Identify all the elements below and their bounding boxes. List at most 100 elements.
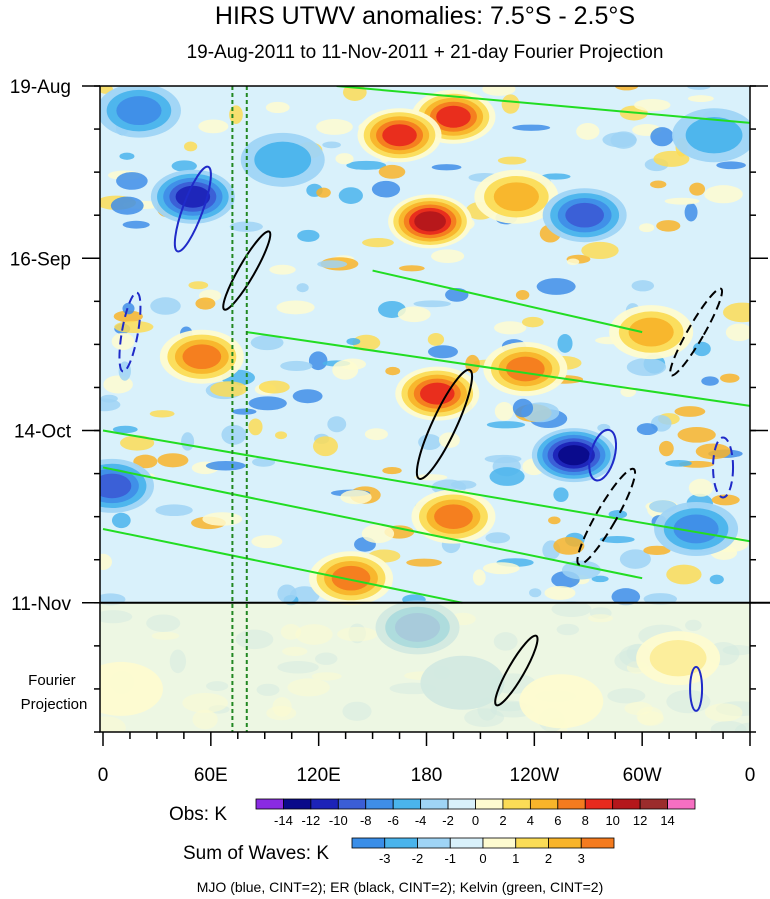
texture-patch [544, 585, 576, 600]
texture-patch [611, 588, 641, 606]
obs-colorbar-level: 12 [633, 813, 647, 828]
texture-patch [361, 524, 395, 544]
obs-colorbar-level: 14 [660, 813, 674, 828]
obs-colorbar-swatch [310, 798, 339, 810]
texture-patch [258, 380, 290, 394]
obs-colorbar-level: 10 [605, 813, 619, 828]
obs-colorbar-swatch [584, 798, 614, 810]
texture-patch [248, 396, 287, 411]
projection-label-line-2: Projection [21, 696, 88, 713]
chart-title: HIRS UTWV anomalies: 7.5°S - 2.5°S [215, 2, 635, 30]
texture-patch [113, 310, 143, 323]
texture-patch [343, 86, 367, 101]
texture-patch [688, 478, 713, 497]
wave-overlays [102, 86, 750, 712]
wave-colorbar-swatch [580, 837, 615, 849]
texture-patch [317, 260, 348, 268]
texture-patch [566, 258, 580, 266]
texture-patch [427, 345, 458, 359]
texture-patch [561, 560, 601, 580]
texture-patch [610, 131, 637, 149]
texture-patch [658, 440, 674, 457]
texture-patch [501, 94, 520, 114]
warm-anomaly [414, 211, 446, 232]
texture-patch [346, 160, 387, 170]
texture-patch [195, 297, 216, 310]
texture-patch [626, 358, 667, 377]
obs-colorbar-swatch [365, 798, 394, 810]
warm-anomaly [436, 105, 471, 128]
texture-patch [553, 537, 585, 555]
warm-anomaly [434, 504, 473, 529]
texture-patch [276, 300, 315, 315]
texture-patch [725, 323, 750, 342]
obs-colorbar: -14 -12 -10 -8 -6 -4 -2 0 2 4 6 8 10 12 14 [255, 798, 696, 828]
wave-colorbar-swatch [384, 837, 418, 849]
wave-colorbar-level: 2 [545, 851, 552, 866]
y-axis: 19-Aug 16-Sep 14-Oct 11-Nov [10, 77, 768, 733]
texture-patch [711, 494, 740, 506]
texture-patch [157, 453, 189, 468]
texture-patch [636, 423, 658, 436]
texture-patch [485, 532, 511, 544]
texture-patch [619, 549, 651, 569]
obs-colorbar-level: 8 [582, 813, 589, 828]
texture-patch [722, 302, 750, 323]
texture-patch [489, 467, 525, 486]
texture-patch [120, 435, 155, 451]
texture-patch [704, 185, 743, 204]
texture-patch [614, 86, 639, 91]
obs-colorbar-swatch [392, 798, 422, 810]
texture-patch [346, 337, 361, 346]
obs-colorbar-level: 0 [472, 813, 479, 828]
x-tick-label: 60E [194, 765, 228, 786]
overlay-legend-note: MJO (blue, CINT=2); ER (black, CINT=2); … [197, 879, 604, 895]
texture-patch [634, 99, 671, 112]
wave-colorbar-level: -3 [379, 851, 391, 866]
plot-area [100, 86, 750, 732]
texture-patch [397, 306, 431, 323]
texture-patch [431, 249, 465, 263]
cool-anomaly [673, 514, 719, 544]
texture-patch [515, 290, 530, 301]
wave-colorbar-swatch [351, 837, 386, 849]
mjo-contour [173, 165, 212, 253]
texture-patch [529, 588, 542, 598]
texture-patch [316, 118, 353, 135]
texture-patch [149, 410, 175, 418]
texture-patch [122, 302, 135, 315]
texture-patch [122, 220, 150, 229]
texture-patch [352, 334, 381, 351]
texture-patch [232, 408, 257, 415]
er-contour [494, 634, 539, 707]
obs-colorbar-swatch [447, 798, 476, 810]
texture-patch [643, 545, 671, 556]
wave-colorbar-level: 3 [578, 851, 585, 866]
obs-colorbar-swatch [529, 798, 559, 810]
mjo-contour [712, 436, 735, 499]
texture-patch [677, 427, 716, 443]
y-tick-label: 16-Sep [10, 249, 71, 270]
texture-patch [202, 512, 243, 526]
texture-patch [362, 237, 394, 248]
texture-patch [297, 229, 320, 242]
texture-patch [665, 459, 692, 467]
x-tick-label: 120W [510, 765, 560, 786]
plot-frame [99, 85, 751, 733]
obs-colorbar-swatch [667, 798, 696, 810]
warm-anomaly [493, 182, 539, 212]
texture-patch [512, 124, 551, 131]
texture-patch [581, 241, 619, 260]
texture-patch [210, 381, 248, 397]
wave-colorbar-label: Sum of Waves: K [183, 843, 329, 864]
texture-patch [695, 443, 731, 460]
texture-patch [482, 562, 520, 575]
texture-patch [150, 297, 181, 315]
x-tick-label: 0 [98, 765, 109, 786]
obs-colorbar-swatch [502, 798, 531, 810]
texture-patch [100, 553, 112, 570]
texture-patch [720, 373, 740, 383]
wave-colorbar-level: -1 [444, 851, 456, 866]
cool-anomaly [558, 445, 590, 466]
texture-patch [364, 428, 388, 441]
